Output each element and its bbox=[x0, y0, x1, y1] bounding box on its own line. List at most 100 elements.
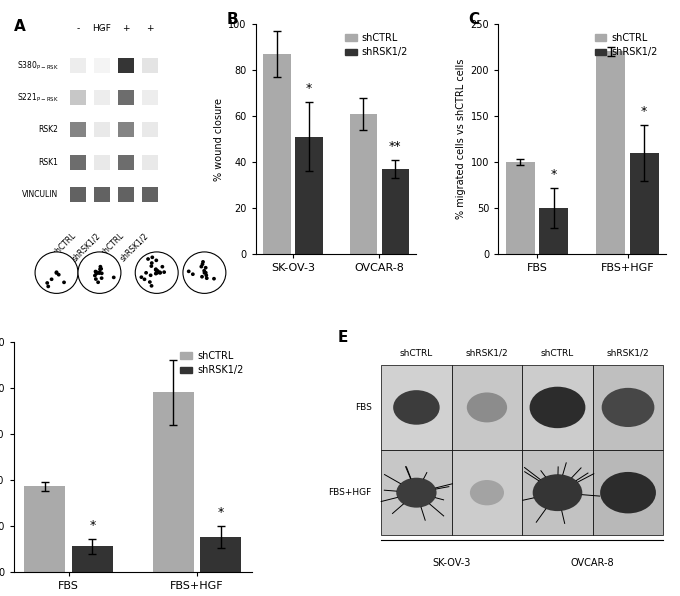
Text: E: E bbox=[338, 330, 348, 345]
Circle shape bbox=[187, 269, 190, 273]
Text: OVCAR-8: OVCAR-8 bbox=[571, 558, 615, 569]
Text: *: * bbox=[89, 519, 96, 532]
Circle shape bbox=[94, 270, 98, 274]
Text: VINCULIN: VINCULIN bbox=[22, 190, 58, 199]
Circle shape bbox=[98, 268, 102, 271]
Circle shape bbox=[143, 278, 146, 281]
Bar bbox=[94, 58, 110, 73]
Text: FBS: FBS bbox=[355, 403, 372, 412]
Bar bbox=[94, 154, 110, 169]
Circle shape bbox=[150, 264, 153, 268]
Circle shape bbox=[150, 256, 154, 259]
Circle shape bbox=[35, 252, 78, 293]
Circle shape bbox=[100, 277, 103, 280]
Text: +: + bbox=[122, 24, 130, 33]
Bar bbox=[70, 187, 86, 202]
Text: FBS+HGF: FBS+HGF bbox=[328, 488, 372, 497]
Legend: shCTRL, shRSK1/2: shCTRL, shRSK1/2 bbox=[341, 29, 411, 61]
Text: shRSK1/2: shRSK1/2 bbox=[118, 231, 150, 263]
Y-axis label: % wound closure: % wound closure bbox=[214, 98, 224, 181]
Circle shape bbox=[144, 271, 148, 275]
Bar bbox=[596, 51, 625, 254]
Circle shape bbox=[54, 271, 58, 275]
Bar bbox=[295, 136, 323, 254]
Bar bbox=[142, 154, 158, 169]
Circle shape bbox=[100, 272, 103, 275]
Circle shape bbox=[532, 474, 582, 511]
Circle shape bbox=[466, 392, 507, 423]
Circle shape bbox=[200, 275, 204, 278]
Text: shCTRL: shCTRL bbox=[541, 349, 574, 358]
Circle shape bbox=[158, 271, 162, 274]
Bar bbox=[70, 90, 86, 105]
Bar bbox=[142, 122, 158, 137]
Circle shape bbox=[191, 272, 194, 276]
Circle shape bbox=[530, 387, 585, 428]
Text: HGF: HGF bbox=[92, 24, 112, 33]
Circle shape bbox=[160, 265, 165, 269]
Circle shape bbox=[205, 274, 208, 277]
Bar bbox=[142, 187, 158, 202]
Bar bbox=[350, 114, 377, 254]
Text: *: * bbox=[306, 82, 312, 95]
Circle shape bbox=[97, 271, 101, 275]
Text: *: * bbox=[551, 168, 557, 181]
Text: shCTRL: shCTRL bbox=[400, 349, 433, 358]
Bar bbox=[94, 122, 110, 137]
Text: S221$_\mathrm{P-RSK}$: S221$_\mathrm{P-RSK}$ bbox=[16, 91, 58, 104]
Circle shape bbox=[205, 277, 209, 280]
Circle shape bbox=[149, 274, 152, 277]
Bar bbox=[118, 58, 134, 73]
Circle shape bbox=[204, 266, 207, 269]
Circle shape bbox=[50, 277, 54, 281]
Circle shape bbox=[163, 271, 166, 274]
Circle shape bbox=[154, 272, 158, 275]
Text: shRSK1/2: shRSK1/2 bbox=[466, 349, 508, 358]
Circle shape bbox=[154, 271, 158, 274]
Circle shape bbox=[150, 261, 154, 265]
Circle shape bbox=[98, 271, 101, 274]
Text: shRSK1/2: shRSK1/2 bbox=[70, 231, 102, 263]
Bar bbox=[506, 162, 534, 254]
Circle shape bbox=[94, 277, 98, 281]
Circle shape bbox=[99, 265, 102, 269]
Y-axis label: % migrated cells vs shCTRL cells: % migrated cells vs shCTRL cells bbox=[456, 59, 466, 219]
Text: -: - bbox=[101, 24, 103, 33]
Bar bbox=[142, 90, 158, 105]
Bar bbox=[24, 486, 65, 572]
Circle shape bbox=[201, 262, 205, 266]
Circle shape bbox=[470, 480, 504, 505]
Text: +: + bbox=[146, 24, 154, 33]
Circle shape bbox=[135, 252, 178, 293]
Bar bbox=[263, 54, 291, 254]
Circle shape bbox=[396, 478, 437, 508]
Bar bbox=[94, 187, 110, 202]
Bar bbox=[153, 392, 194, 572]
Circle shape bbox=[96, 281, 100, 284]
Circle shape bbox=[156, 271, 159, 275]
Bar bbox=[381, 169, 409, 254]
Circle shape bbox=[158, 271, 162, 275]
Circle shape bbox=[154, 268, 158, 272]
Text: RSK1: RSK1 bbox=[39, 157, 58, 166]
Text: C: C bbox=[468, 13, 479, 27]
Bar bbox=[630, 153, 659, 254]
Bar bbox=[539, 208, 568, 254]
Circle shape bbox=[202, 269, 206, 272]
Text: shCTRL: shCTRL bbox=[100, 231, 126, 257]
Circle shape bbox=[203, 271, 207, 275]
Bar bbox=[72, 547, 113, 572]
Circle shape bbox=[212, 277, 216, 281]
Text: *: * bbox=[218, 506, 224, 519]
Circle shape bbox=[156, 269, 160, 273]
Circle shape bbox=[150, 284, 154, 288]
Circle shape bbox=[201, 260, 205, 263]
Circle shape bbox=[146, 257, 150, 261]
Circle shape bbox=[78, 252, 121, 293]
Circle shape bbox=[393, 390, 440, 425]
Circle shape bbox=[93, 274, 97, 277]
Circle shape bbox=[94, 269, 97, 274]
Circle shape bbox=[154, 268, 158, 271]
Circle shape bbox=[600, 472, 656, 513]
Circle shape bbox=[183, 252, 226, 293]
